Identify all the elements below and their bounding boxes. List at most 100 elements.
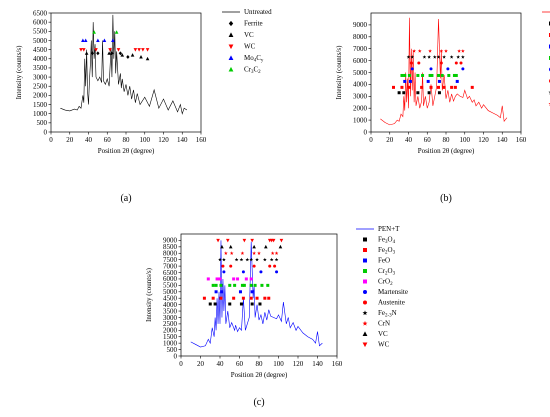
- y-tick-label: 500: [37, 119, 48, 127]
- chart-panel-c: 0 20 40 60 80 100 120 140 160 0500100015002000250…: [145, 225, 408, 408]
- y-tick-label: 3000: [163, 314, 178, 322]
- legend-swatch: [228, 55, 234, 60]
- phase-marker: [216, 238, 220, 243]
- phase-marker: [244, 277, 248, 281]
- x-tick-label: 160: [196, 136, 207, 144]
- plot-frame: [370, 12, 522, 133]
- legend-swatch: [363, 248, 367, 252]
- phase-marker: [102, 38, 107, 42]
- legend-swatch: [362, 331, 368, 336]
- panel-label: (a): [120, 193, 131, 204]
- phase-marker: [116, 48, 121, 52]
- phase-marker: [273, 264, 277, 268]
- phase-marker: [454, 61, 458, 65]
- phase-marker: [274, 257, 279, 262]
- phase-marker: [241, 270, 245, 274]
- phase-marker: [446, 67, 450, 71]
- phase-marker: [461, 67, 465, 71]
- phase-marker: [428, 49, 432, 53]
- phase-marker: [213, 302, 217, 306]
- y-tick-label: 5000: [353, 69, 368, 77]
- legend-swatch: [228, 32, 234, 37]
- phase-marker: [270, 251, 275, 255]
- legend-swatch: [228, 20, 234, 27]
- phase-marker: [428, 73, 432, 77]
- phase-marker: [206, 277, 210, 281]
- phase-marker: [410, 55, 415, 59]
- phase-marker: [266, 283, 270, 287]
- y-tick-label: 2500: [33, 83, 48, 91]
- x-tick-label: 140: [312, 360, 323, 368]
- phase-marker: [226, 238, 230, 243]
- phase-marker: [92, 30, 96, 34]
- phase-marker: [111, 38, 115, 42]
- legend-swatch: [363, 237, 367, 242]
- legend-swatch: [362, 310, 368, 316]
- phase-marker: [437, 91, 441, 95]
- x-tick-label: 80: [256, 360, 264, 368]
- phase-marker: [447, 73, 451, 77]
- phase-marker: [429, 85, 433, 89]
- y-tick-label: 3500: [163, 307, 178, 315]
- x-tick-label: 0: [49, 136, 53, 144]
- phase-marker: [222, 257, 226, 262]
- phase-marker: [214, 283, 218, 287]
- y-tick-label: 7000: [163, 262, 178, 270]
- panel-label: (b): [440, 193, 452, 204]
- phase-marker: [432, 55, 437, 59]
- phase-marker: [241, 296, 245, 300]
- y-tick-label: 500: [167, 346, 178, 354]
- y-tick-label: 2000: [163, 327, 178, 335]
- y-tick-label: 0: [174, 352, 178, 360]
- legend-label: VC: [244, 31, 254, 39]
- y-tick-label: 2000: [33, 92, 48, 100]
- phase-marker: [220, 290, 224, 294]
- y-tick-label: 6000: [33, 18, 48, 26]
- phase-marker: [267, 296, 271, 300]
- y-tick-label: 0: [44, 128, 48, 136]
- phase-marker: [454, 73, 458, 77]
- phase-marker: [208, 302, 212, 306]
- x-tick-label: 20: [197, 360, 205, 368]
- chart-panel-a: 0 20 40 60 80 100 120 140 1600500100015002000250…: [15, 8, 272, 204]
- phase-marker: [444, 49, 448, 53]
- x-tick-label: 40: [217, 360, 225, 368]
- phase-marker: [269, 257, 274, 262]
- y-tick-label: 3000: [33, 73, 48, 81]
- chart-panel-b: 0 20 40 60 80 100 120 140 160 0 1000 2000 3000 4000 50…: [335, 11, 550, 204]
- phase-marker: [279, 238, 284, 243]
- phase-marker: [202, 296, 206, 300]
- x-tick-label: 160: [332, 360, 343, 368]
- phase-marker: [439, 61, 443, 65]
- phase-marker: [228, 283, 232, 287]
- phase-marker: [255, 296, 259, 300]
- legend-swatch: [228, 66, 234, 72]
- phase-marker: [233, 283, 237, 287]
- phase-marker: [264, 244, 268, 249]
- legend-label: Mo4Cy: [244, 54, 264, 64]
- y-tick-label: 5000: [163, 288, 178, 296]
- phase-marker: [253, 283, 257, 287]
- phase-marker: [400, 85, 404, 89]
- phase-marker: [274, 251, 279, 255]
- phase-marker: [422, 55, 427, 59]
- y-axis-label: Intensity (counts/s): [335, 45, 343, 100]
- y-tick-label: 1000: [163, 339, 178, 347]
- y-tick-label: 5500: [33, 28, 48, 36]
- phase-marker: [437, 79, 441, 83]
- phase-marker: [257, 251, 261, 255]
- phase-marker: [252, 251, 256, 255]
- phase-marker: [407, 85, 411, 89]
- phase-marker: [260, 283, 264, 287]
- x-tick-label: 100: [460, 136, 471, 144]
- phase-marker: [430, 73, 434, 77]
- phase-marker: [81, 38, 85, 42]
- y-tick-label: 0: [364, 128, 368, 136]
- phase-marker: [211, 283, 215, 287]
- phase-marker: [410, 67, 414, 71]
- phase-marker: [130, 53, 135, 57]
- x-tick-label: 80: [443, 136, 451, 144]
- phase-marker: [449, 55, 454, 59]
- phase-marker: [427, 55, 431, 59]
- phase-marker: [442, 85, 446, 89]
